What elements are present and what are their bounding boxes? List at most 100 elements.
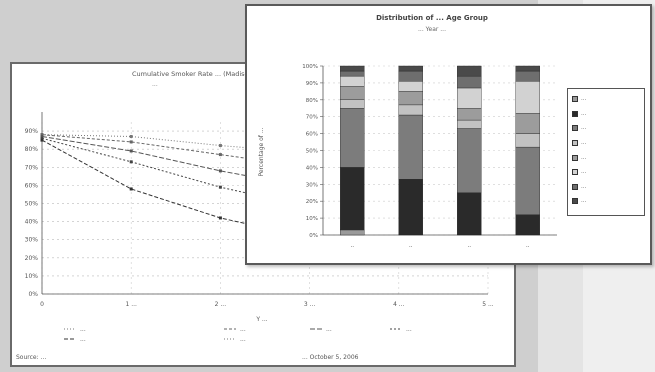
back-series-point xyxy=(218,144,222,148)
front-bar-segment xyxy=(515,146,540,215)
back-chart-footer-left: Source: ... xyxy=(16,354,46,361)
front-y-tick-label: 10% xyxy=(306,216,318,222)
front-bar-segment xyxy=(398,179,423,236)
front-chart-ylabel: Percentage of ... xyxy=(258,127,265,176)
front-bar-segment xyxy=(515,81,540,114)
front-bar-segment xyxy=(340,75,365,87)
front-x-tick-label: .. xyxy=(467,242,471,249)
front-bar-segment xyxy=(398,65,423,72)
front-bar-segment xyxy=(340,70,365,77)
front-bar-segment xyxy=(398,70,423,82)
back-x-tick-label: 1 ... xyxy=(125,301,137,308)
front-chart-svg: Distribution of ... Age Group ... Year .… xyxy=(258,14,557,249)
back-legend-label: ... xyxy=(240,326,246,333)
front-y-tick-label: 20% xyxy=(306,199,318,205)
front-x-tick-label: .. xyxy=(350,242,354,249)
front-chart-card: Distribution of ... Age Group ... Year .… xyxy=(245,4,652,265)
back-y-tick-label: 80% xyxy=(25,146,39,153)
back-series-point xyxy=(40,138,44,142)
back-series-point xyxy=(40,133,44,137)
front-bar-segment xyxy=(457,75,482,89)
front-bar-segment xyxy=(515,133,540,148)
back-legend-label: ... xyxy=(240,336,246,343)
back-y-tick-label: 30% xyxy=(25,237,39,244)
back-y-tick-label: 0% xyxy=(28,291,38,298)
front-bar-segment xyxy=(457,119,482,129)
front-bar-segment xyxy=(515,113,540,134)
front-y-tick-label: 0% xyxy=(309,233,318,239)
back-y-tick-label: 40% xyxy=(25,219,39,226)
back-chart-title: Cumulative Smoker Rate ... (Madison, Coh… xyxy=(132,70,289,78)
legend-swatch xyxy=(572,169,578,176)
front-bar-segment xyxy=(515,70,540,82)
back-x-tick-label: 5 ... xyxy=(482,301,494,308)
back-series-point xyxy=(129,160,133,164)
legend-item: ... xyxy=(572,150,640,165)
front-bar-segment xyxy=(457,192,482,236)
back-y-tick-label: 50% xyxy=(25,200,39,207)
front-y-tick-label: 70% xyxy=(306,115,318,121)
legend-swatch xyxy=(572,183,578,190)
front-bar-segment xyxy=(340,108,365,168)
legend-label: ... xyxy=(581,110,587,117)
back-y-tick-label: 20% xyxy=(25,255,39,262)
front-bar-segment xyxy=(340,229,365,236)
front-bar-segment xyxy=(457,128,482,193)
back-y-tick-label: 70% xyxy=(25,164,39,171)
front-y-tick-label: 100% xyxy=(302,64,318,70)
legend-item: ... xyxy=(572,194,640,209)
back-y-tick-label: 60% xyxy=(25,182,39,189)
legend-label: ... xyxy=(581,140,587,147)
legend-swatch xyxy=(572,198,578,205)
front-bar-segment xyxy=(398,104,423,116)
back-legend-label: ... xyxy=(80,336,86,343)
front-bar-segment xyxy=(340,86,365,100)
front-y-tick-label: 50% xyxy=(306,149,318,155)
back-series-point xyxy=(218,169,222,173)
back-series-point xyxy=(129,187,133,191)
front-chart-title: Distribution of ... Age Group xyxy=(376,14,488,22)
front-y-tick-label: 40% xyxy=(306,165,318,171)
front-bar-segment xyxy=(340,167,365,231)
front-y-tick-label: 30% xyxy=(306,182,318,188)
back-x-tick-label: 2 ... xyxy=(215,301,227,308)
back-series-point xyxy=(129,149,133,153)
legend-label: ... xyxy=(581,198,587,205)
legend-item: ... xyxy=(572,121,640,136)
back-series-point xyxy=(40,134,44,138)
back-series-point xyxy=(218,216,222,220)
front-x-tick-label: .. xyxy=(526,242,530,249)
front-bar-segment xyxy=(457,65,482,77)
legend-item: ... xyxy=(572,136,640,151)
front-bar-segment xyxy=(398,81,423,92)
back-y-tick-label: 90% xyxy=(25,128,39,135)
front-bar-segment xyxy=(515,65,540,72)
legend-label: ... xyxy=(581,154,587,161)
back-chart-subtitle: ... xyxy=(152,81,158,88)
legend-swatch xyxy=(572,96,578,103)
front-bar-segment xyxy=(340,65,365,72)
back-legend-label: ... xyxy=(406,326,412,333)
front-bar-segment xyxy=(457,87,482,109)
back-y-tick-label: 10% xyxy=(25,273,39,280)
legend-label: ... xyxy=(581,183,587,190)
back-x-tick-label: 4 ... xyxy=(393,301,405,308)
back-legend-label: ... xyxy=(80,326,86,333)
legend-item: ... xyxy=(572,165,640,180)
legend-item: ... xyxy=(572,180,640,195)
front-bar-segment xyxy=(340,99,365,109)
legend-item: ... xyxy=(572,92,640,107)
back-legend-label: ... xyxy=(326,326,332,333)
back-x-tick-label: 3 ... xyxy=(304,301,316,308)
legend-swatch xyxy=(572,125,578,132)
front-y-tick-label: 60% xyxy=(306,132,318,138)
legend-item: ... xyxy=(572,107,640,122)
back-series-point xyxy=(129,140,133,144)
legend-swatch xyxy=(572,110,578,117)
front-y-tick-label: 80% xyxy=(306,98,318,104)
front-y-tick-label: 90% xyxy=(306,81,318,87)
front-chart-subtitle: ... Year ... xyxy=(418,26,446,33)
legend-label: ... xyxy=(581,169,587,176)
back-x-tick-label: 0 xyxy=(40,301,44,308)
back-series-point xyxy=(129,134,133,138)
